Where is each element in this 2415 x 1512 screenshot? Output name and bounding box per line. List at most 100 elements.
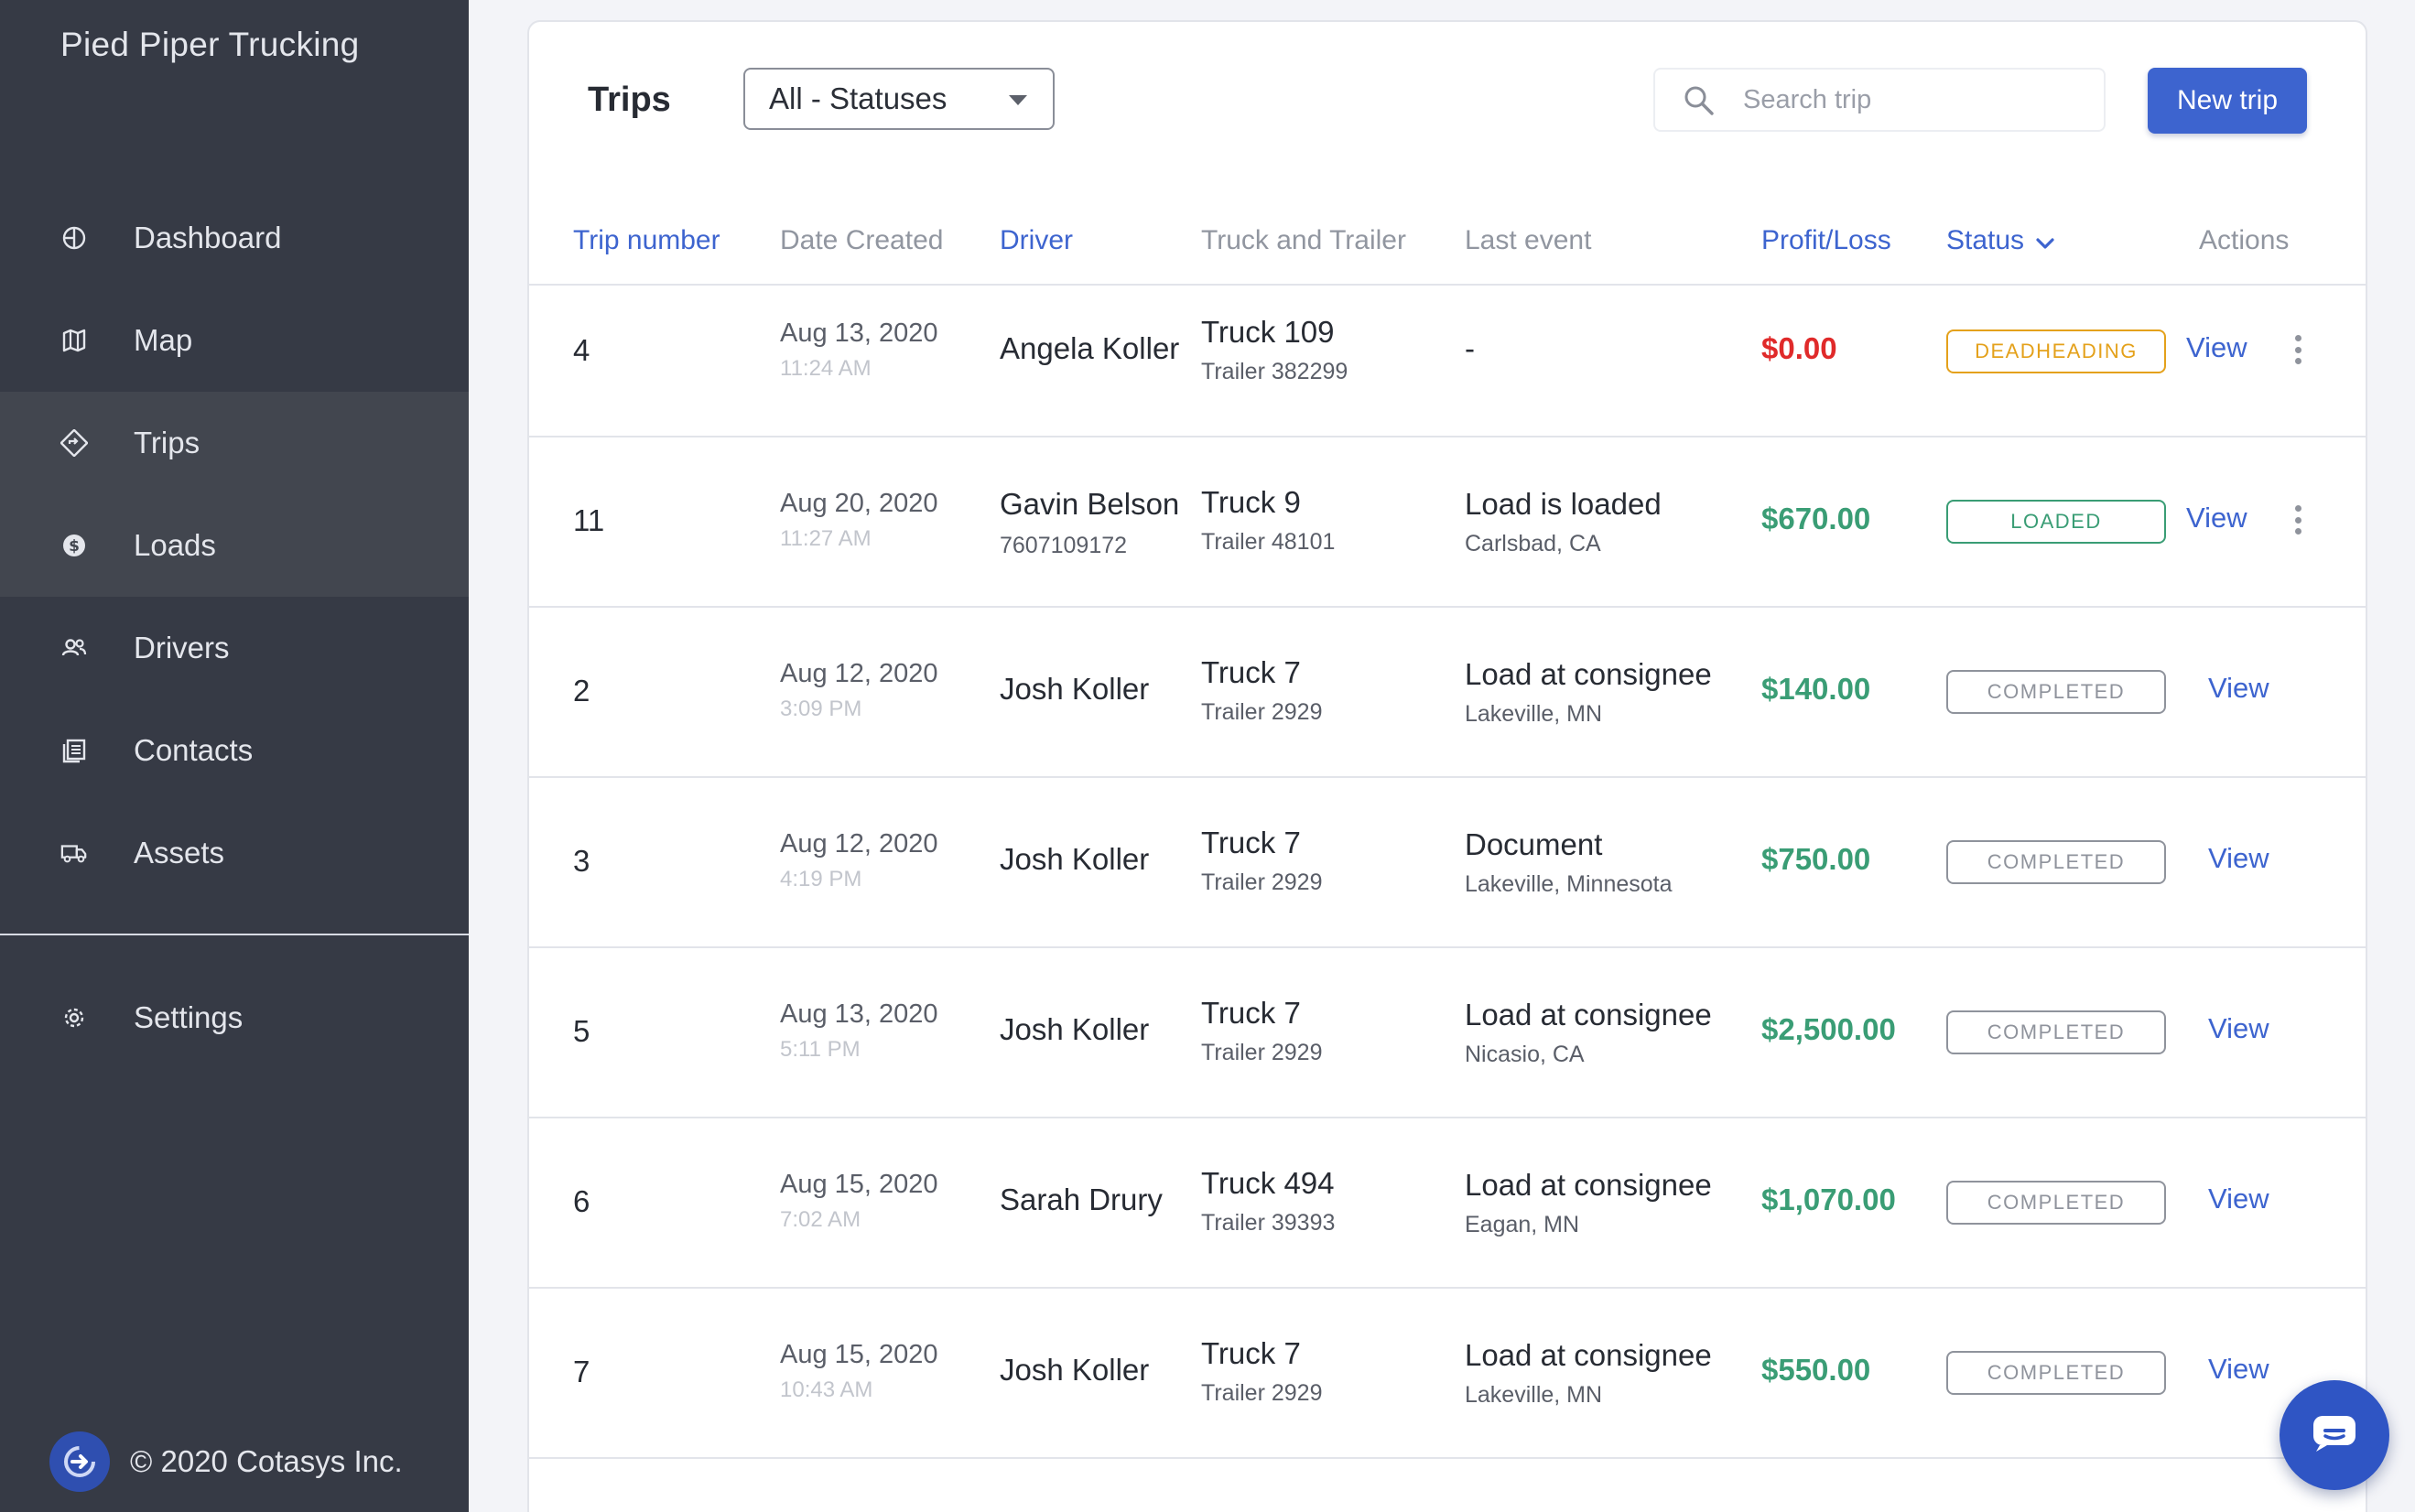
search-icon	[1683, 84, 1716, 122]
sidebar-item-contacts[interactable]: Contacts	[0, 699, 469, 802]
column-header-status-label: Status	[1946, 225, 2025, 255]
gear-icon	[60, 1004, 88, 1031]
dashboard-icon	[60, 224, 88, 252]
last-event-cell: Load at consignee Nicasio, CA	[1465, 998, 1712, 1068]
driver-cell: Josh Koller	[1000, 1353, 1149, 1388]
last-event: Document	[1465, 827, 1603, 861]
view-trip-link[interactable]: View	[2208, 1183, 2269, 1215]
driver-phone: 7607109172	[1000, 533, 1128, 558]
last-event: Load at consignee	[1465, 998, 1712, 1031]
status-cell: COMPLETED	[1946, 1351, 2166, 1395]
sidebar-footer: © 2020 Cotasys Inc.	[49, 1431, 403, 1492]
driver-cell: Josh Koller	[1000, 1012, 1149, 1047]
date-created: Aug 15, 2020 10:43 AM	[780, 1340, 938, 1403]
date-created-date: Aug 20, 2020	[780, 489, 938, 518]
driver-name: Josh Koller	[1000, 1353, 1150, 1387]
last-event-location: Nicasio, CA	[1465, 1042, 1585, 1067]
table-row: 2 Aug 12, 2020 3:09 PM Josh Koller Truck 7 Tr…	[529, 608, 2366, 778]
view-trip-link[interactable]: View	[2208, 672, 2269, 704]
column-header-trip-number[interactable]: Trip number	[573, 225, 720, 255]
status-cell: COMPLETED	[1946, 1010, 2166, 1054]
last-event-location: Lakeville, MN	[1465, 1382, 1603, 1408]
view-trip-link[interactable]: View	[2186, 502, 2247, 534]
truck-name: Truck 9	[1201, 485, 1301, 519]
sidebar-item-label: Loads	[134, 528, 216, 562]
date-created-time: 10:43 AM	[780, 1377, 873, 1402]
caret-down-icon	[1009, 95, 1027, 105]
sidebar-item-assets[interactable]: Assets	[0, 802, 469, 904]
last-event-location: Carlsbad, CA	[1465, 531, 1601, 556]
last-event-cell: Document Lakeville, Minnesota	[1465, 827, 1673, 898]
trip-number: 5	[573, 1014, 590, 1048]
date-created-date: Aug 12, 2020	[780, 829, 938, 859]
sidebar-item-label: Drivers	[134, 631, 230, 664]
sidebar-item-trips[interactable]: Trips	[0, 392, 469, 494]
table-header: Trip number Date Created Driver Truck an…	[529, 205, 2366, 286]
driver-cell: Angela Koller	[1000, 331, 1179, 366]
view-trip-link[interactable]: View	[2208, 842, 2269, 874]
trailer-name: Trailer 2929	[1201, 1380, 1323, 1406]
last-event: -	[1465, 331, 1475, 365]
column-header-profit-loss[interactable]: Profit/Loss	[1761, 225, 1891, 255]
column-header-driver[interactable]: Driver	[1000, 225, 1073, 255]
trailer-name: Trailer 2929	[1201, 1040, 1323, 1065]
date-created-time: 5:11 PM	[780, 1037, 861, 1062]
truck-name: Truck 7	[1201, 996, 1301, 1030]
sidebar-item-drivers[interactable]: Drivers	[0, 597, 469, 699]
date-created: Aug 12, 2020 4:19 PM	[780, 829, 938, 892]
chat-widget-button[interactable]	[2280, 1380, 2389, 1490]
view-trip-link[interactable]: View	[2208, 1353, 2269, 1385]
date-created: Aug 13, 2020 11:24 AM	[780, 319, 938, 382]
profit-loss: $750.00	[1761, 842, 1871, 876]
status-cell: DEADHEADING	[1946, 329, 2166, 373]
company-name: Pied Piper Trucking	[60, 26, 360, 63]
truck-trailer-cell: Truck 494 Trailer 39393	[1201, 1166, 1335, 1237]
date-created: Aug 20, 2020 11:27 AM	[780, 489, 938, 552]
table-row: 5 Aug 13, 2020 5:11 PM Josh Koller Truck 7 Tr…	[529, 948, 2366, 1118]
truck-name: Truck 7	[1201, 655, 1301, 689]
date-created-date: Aug 12, 2020	[780, 659, 938, 688]
truck-name: Truck 109	[1201, 315, 1335, 349]
last-event-location: Lakeville, Minnesota	[1465, 871, 1673, 897]
column-header-last-event: Last event	[1465, 225, 1592, 255]
table-row: 6 Aug 15, 2020 7:02 AM Sarah Drury Truck 494…	[529, 1118, 2366, 1289]
sidebar-item-label: Contacts	[134, 733, 254, 767]
new-trip-button[interactable]: New trip	[2148, 68, 2307, 134]
chat-icon	[2311, 1413, 2358, 1458]
last-event-cell: Load at consignee Eagan, MN	[1465, 1168, 1712, 1238]
status-badge: LOADED	[1946, 500, 2166, 544]
view-trip-link[interactable]: View	[2208, 1012, 2269, 1044]
date-created-date: Aug 13, 2020	[780, 999, 938, 1029]
sidebar-item-map[interactable]: Map	[0, 289, 469, 392]
date-created: Aug 12, 2020 3:09 PM	[780, 659, 938, 722]
status-badge: DEADHEADING	[1946, 329, 2166, 373]
last-event-cell: -	[1465, 331, 1475, 366]
status-filter-select[interactable]: All - Statuses	[743, 68, 1055, 130]
trailer-name: Trailer 382299	[1201, 359, 1348, 384]
status-filter-value: All - Statuses	[769, 81, 948, 115]
status-badge: COMPLETED	[1946, 1351, 2166, 1395]
view-trip-link[interactable]: View	[2186, 331, 2247, 363]
search-input[interactable]	[1743, 81, 2082, 119]
driver-cell: Gavin Belson 7607109172	[1000, 487, 1179, 559]
more-actions-icon[interactable]	[2289, 502, 2307, 538]
column-header-actions: Actions	[2199, 225, 2290, 255]
driver-cell: Josh Koller	[1000, 672, 1149, 707]
sidebar: Pied Piper Trucking Dashboard Map Trips …	[0, 0, 469, 1512]
truck-trailer-cell: Truck 7 Trailer 2929	[1201, 655, 1322, 726]
date-created-time: 3:09 PM	[780, 697, 862, 721]
more-actions-icon[interactable]	[2289, 331, 2307, 368]
status-cell: COMPLETED	[1946, 840, 2166, 884]
last-event: Load at consignee	[1465, 1338, 1712, 1372]
sidebar-item-settings[interactable]: Settings	[0, 967, 469, 1069]
trips-toolbar: Trips All - Statuses New trip	[529, 22, 2366, 178]
map-icon	[60, 327, 88, 354]
sidebar-item-dashboard[interactable]: Dashboard	[0, 187, 469, 289]
profit-loss: $670.00	[1761, 502, 1871, 535]
sidebar-item-loads[interactable]: $ Loads	[0, 494, 469, 597]
column-header-status[interactable]: Status	[1946, 225, 2055, 257]
profit-loss: $140.00	[1761, 672, 1871, 706]
truck-name: Truck 7	[1201, 1336, 1301, 1370]
date-created-time: 11:27 AM	[780, 526, 872, 551]
trip-number: 4	[573, 333, 590, 367]
